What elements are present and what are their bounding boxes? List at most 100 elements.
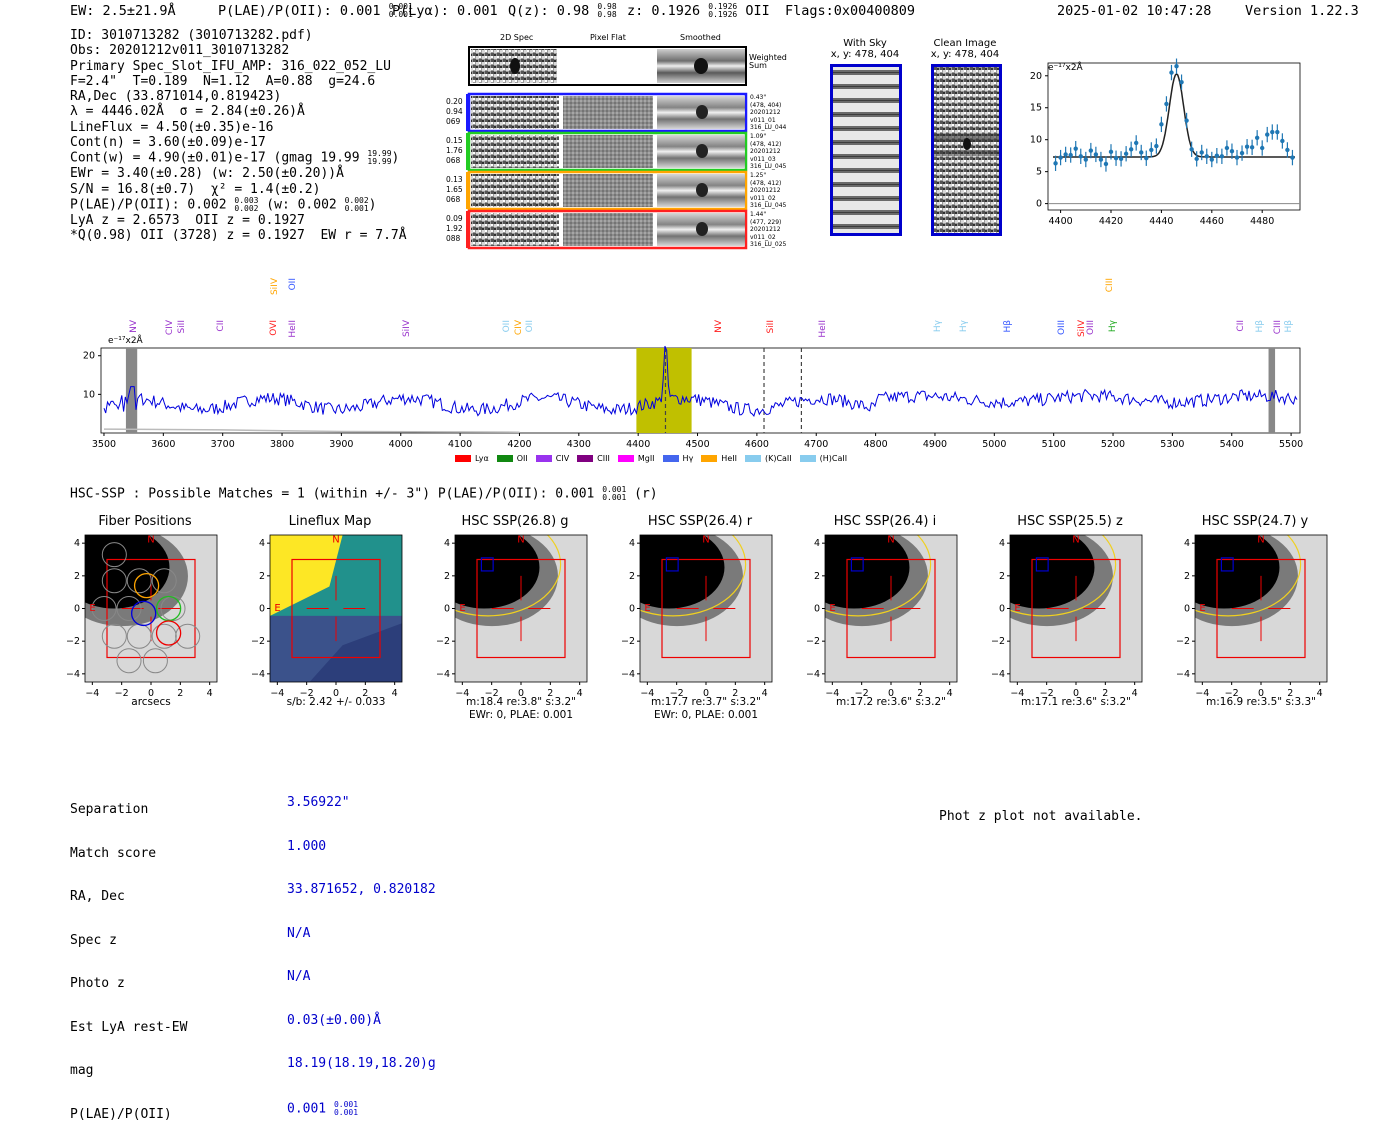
col-pixel-flat: Pixel Flat xyxy=(590,33,626,42)
zoom-data-point xyxy=(1139,150,1144,155)
spectrum-xtick-label: 4200 xyxy=(507,439,531,450)
cutout-flat xyxy=(563,213,653,246)
zoom-xtick-label: 4460 xyxy=(1200,216,1224,227)
hsc-ytick-label: −4 xyxy=(66,669,80,680)
line-label: SiII xyxy=(765,320,776,334)
east-label: E xyxy=(274,603,280,614)
zoom-data-point xyxy=(1063,152,1068,157)
hsc-xtick-label: 4 xyxy=(577,688,583,699)
legend-item: OII xyxy=(496,454,528,463)
cutout-right-value: 20201212 xyxy=(750,187,781,194)
zoom-data-point xyxy=(1285,147,1290,153)
legend-swatch xyxy=(744,455,761,462)
galaxy-core xyxy=(455,535,540,609)
hsc-ytick-label: 4 xyxy=(814,538,820,549)
hsc-ytick-label: 2 xyxy=(74,571,80,582)
zoom-data-point xyxy=(1093,152,1099,157)
match-box xyxy=(1220,557,1234,572)
hsc-ytick-label: 0 xyxy=(629,604,635,615)
aperture-box xyxy=(661,558,751,659)
aperture-box xyxy=(846,558,936,659)
zoom-plot-frame xyxy=(1047,62,1301,211)
info-id: ID: 3010713282 (3010713282.pdf) xyxy=(70,28,313,43)
hsc-panel-title: HSC SSP(26.4) i xyxy=(833,514,937,529)
info-plae: P(LAE)/P(OII): 0.002 0.003 0.002 (w: 0.00… xyxy=(70,195,377,213)
detection-info: ID: 3010713282 (3010713282.pdf) Obs: 2020… xyxy=(70,28,407,244)
hsc-panel-title: HSC SSP(26.8) g xyxy=(461,514,569,529)
hsc-panel-3: HSC SSP(26.4) r N E −4 −4 −2 −2 0 0 2 2 4 4 m:17.7 re… xyxy=(621,512,795,727)
info-qline: *Q(0.98) OII (3728) z = 0.1927 EW r = 7.… xyxy=(70,228,407,244)
cutout-left-value: 0.20 xyxy=(446,97,463,106)
hsc-ytick-label: 4 xyxy=(259,538,265,549)
hsc-ytick-label: 2 xyxy=(814,571,820,582)
spectrum-xtick-label: 3800 xyxy=(270,439,294,450)
cutout-smooth-source xyxy=(696,105,708,119)
hsc-xtick-label: −2 xyxy=(1040,688,1054,699)
cutout-2d xyxy=(471,174,559,207)
spectrum-ytick-label: 20 xyxy=(83,351,95,362)
match-value: 3.56922" xyxy=(287,795,350,810)
hsc-caption: m:16.9 re:3.5" s:3.3" xyxy=(1206,696,1316,708)
line-label: NV xyxy=(128,320,139,333)
zoom-data-point xyxy=(1068,152,1073,158)
zoom-data-point xyxy=(1164,101,1169,107)
hsc-ytick-label: 0 xyxy=(74,604,80,615)
zoom-data-point xyxy=(1280,138,1285,144)
hsc-xtick-label: −4 xyxy=(270,688,284,699)
hsc-ytick-label: −2 xyxy=(1176,636,1190,647)
line-label: SiIV xyxy=(269,278,280,296)
match-box xyxy=(480,557,494,572)
cutout-left-value: 1.92 xyxy=(446,224,463,233)
match-box xyxy=(850,557,864,572)
hsc-caption: m:17.7 re:3.7" s:3.2" xyxy=(651,696,761,708)
match-key: RA, Dec xyxy=(70,889,125,904)
hsc-ytick-label: −4 xyxy=(806,669,820,680)
spectrum-xtick-label: 4500 xyxy=(685,439,709,450)
spectrum-xtick-label: 4300 xyxy=(567,439,591,450)
match-value: N/A xyxy=(287,969,311,984)
zoom-data-point xyxy=(1234,155,1240,160)
hsc-ytick-label: −2 xyxy=(806,636,820,647)
cutout-right-value: 20201212 xyxy=(750,148,781,155)
line-label: CII xyxy=(1236,320,1247,332)
cutout-right-values: 1.44" (477, 229) 20201212 v011_02 316_LU_025 xyxy=(750,211,786,249)
hsc-ytick-label: 2 xyxy=(629,571,635,582)
spectrum-xtick-label: 3600 xyxy=(151,439,175,450)
hsc-panel-image: N E −4 −4 −2 −2 0 0 2 2 4 4 xyxy=(66,534,218,699)
aperture-box xyxy=(1031,558,1121,659)
hsc-ytick-label: −2 xyxy=(621,636,635,647)
header-z: z: 0.1926 0.1926 0.1926 OII xyxy=(627,2,770,20)
spectrum-xtick-label: 5400 xyxy=(1220,439,1244,450)
zoom-data-point xyxy=(1113,156,1119,161)
spectrum-xtick-label: 4600 xyxy=(745,439,769,450)
hsc-panel-image: N E −4 −4 −2 −2 0 0 2 2 4 4 xyxy=(621,534,773,699)
zoom-data-point xyxy=(1275,129,1280,135)
line-label: OII xyxy=(501,320,512,333)
hsc-xtick-label: 4 xyxy=(392,688,398,699)
hsc-ytick-label: 4 xyxy=(999,538,1005,549)
info-obs: Obs: 20201212v011_3010713282 xyxy=(70,43,290,59)
zoom-data-point xyxy=(1270,129,1275,135)
info-contw: Cont(w) = 4.90(±0.01)e-17 (gmag 19.99 19… xyxy=(70,149,400,167)
hsc-ytick-label: −2 xyxy=(991,636,1005,647)
zoom-data-point xyxy=(1214,153,1220,158)
match-key: mag xyxy=(70,1063,94,1078)
hsc-ytick-label: 4 xyxy=(629,538,635,549)
fiber-circle xyxy=(155,620,182,646)
match-value: 1.000 xyxy=(287,838,327,854)
aperture-box xyxy=(1216,558,1306,659)
hsc-xtick-label: −2 xyxy=(115,688,129,699)
match-keys: Separation Match score RA, Dec Spec z Ph… xyxy=(70,774,187,1137)
hsc-caption-2: EWr: 0, PLAE: 0.001 xyxy=(653,709,759,721)
fiber-circle xyxy=(91,595,117,622)
cutout-right-values: 1.25" (478, 412) 20201212 v011_02 316_LU_045 xyxy=(750,172,786,210)
hsc-xtick-label: −2 xyxy=(300,688,314,699)
line-label: CII xyxy=(215,320,226,332)
cutout-right-value: v011_02 xyxy=(750,233,776,241)
hsc-ytick-label: −2 xyxy=(251,636,265,647)
zoom-data-point xyxy=(1088,148,1094,153)
hsc-ytick-label: −4 xyxy=(621,669,635,680)
line-label: CIV xyxy=(164,320,175,336)
mask-region-right xyxy=(1268,348,1276,433)
cutout-right-value: 316_LU_045 xyxy=(750,202,787,209)
